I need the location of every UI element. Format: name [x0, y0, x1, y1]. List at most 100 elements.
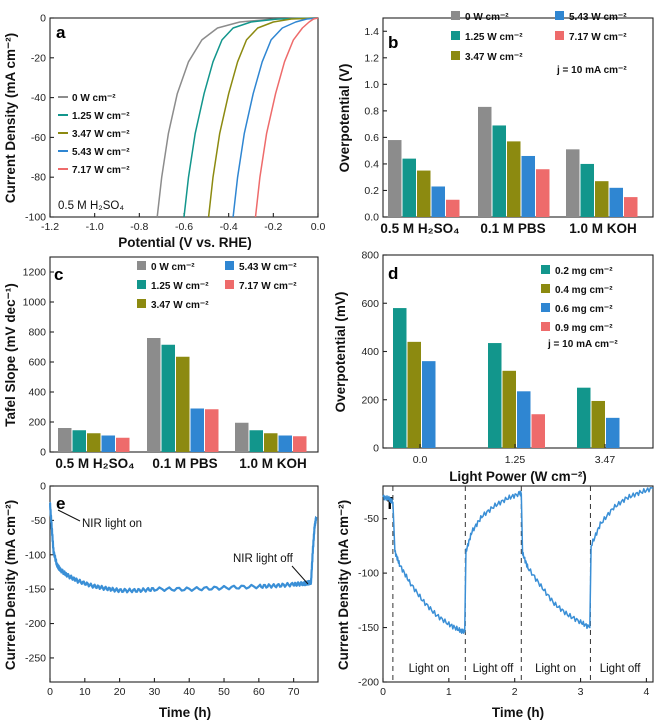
- x-axis-label: Light Power (W cm⁻²): [449, 469, 587, 484]
- y-axis-label: Current Density (mA cm⁻²): [3, 33, 18, 203]
- y-axis-label: Tafel Slope (mV dec⁻¹): [3, 283, 18, 426]
- annotation-arrow: [291, 565, 309, 585]
- legend-swatch: [555, 31, 564, 40]
- bar: [147, 338, 161, 452]
- y-tick-label: -50: [31, 515, 46, 527]
- bar: [624, 197, 638, 217]
- y-tick-label: 600: [361, 298, 379, 310]
- bar: [205, 409, 219, 452]
- x-tick-label: -1.0: [86, 221, 104, 233]
- x-tick-label: 40: [183, 686, 195, 698]
- y-tick-label: -150: [25, 584, 46, 596]
- bar: [507, 141, 521, 217]
- legend-label: 7.17 W cm⁻²: [239, 281, 297, 292]
- x-axis-label: Time (h): [159, 705, 211, 720]
- plot-frame: [382, 485, 654, 683]
- y-tick-label: -100: [358, 568, 379, 580]
- x-tick-label: 60: [253, 686, 265, 698]
- y-tick-label: -80: [31, 172, 46, 184]
- x-tick-label: 0: [47, 686, 53, 698]
- x-tick-label: -0.2: [264, 221, 282, 233]
- y-tick-label: -20: [31, 52, 46, 64]
- legend-label: 1.25 W cm⁻²: [465, 32, 523, 43]
- legend-label: 0.6 mg cm⁻²: [555, 304, 613, 315]
- x-axis-label: Time (h): [492, 705, 544, 720]
- y-tick-label: -100: [25, 549, 46, 561]
- y-tick-label: -60: [31, 132, 46, 144]
- x-tick-label: -0.6: [175, 221, 193, 233]
- bar: [580, 163, 594, 217]
- y-tick-label: 0.6: [364, 132, 379, 144]
- panel-letter: d: [388, 264, 398, 283]
- category-label: 0.5 M H₂SO₄: [55, 456, 134, 471]
- annotation-label: NIR light on: [82, 518, 142, 530]
- legend-swatch: [225, 261, 234, 270]
- bar: [407, 341, 421, 448]
- legend-swatch: [541, 284, 550, 293]
- region-label: Light on: [409, 663, 450, 675]
- category-label: 0.1 M PBS: [480, 221, 545, 236]
- bar: [176, 356, 190, 452]
- y-tick-label: 1200: [23, 267, 47, 279]
- category-label: 1.0 M KOH: [569, 221, 637, 236]
- series-line: [49, 502, 318, 594]
- annotation-label: 0.5 M H₂SO₄: [58, 200, 124, 212]
- bar: [293, 436, 307, 452]
- legend-swatch: [451, 51, 460, 60]
- x-tick-label: 3.47: [595, 454, 616, 466]
- bar: [521, 155, 535, 217]
- y-tick-label: 600: [28, 357, 46, 369]
- annotation-label: j = 10 mA cm⁻²: [556, 65, 627, 76]
- legend-swatch: [451, 11, 460, 20]
- y-tick-label: 200: [361, 394, 379, 406]
- y-tick-label: -50: [364, 513, 379, 525]
- y-tick-label: 0: [40, 447, 46, 459]
- bar: [388, 140, 402, 217]
- x-axis-label: Potential (V vs. RHE): [118, 235, 252, 250]
- legend-swatch: [451, 31, 460, 40]
- bar: [431, 186, 445, 217]
- series-line: [382, 487, 654, 634]
- legend-swatch: [225, 280, 234, 289]
- y-tick-label: 0: [373, 443, 379, 455]
- annotation-arrow: [57, 509, 81, 522]
- y-tick-label: 800: [361, 250, 379, 262]
- legend-swatch: [541, 303, 550, 312]
- legend-swatch: [555, 11, 564, 20]
- bar: [58, 428, 72, 452]
- region-label: Light on: [535, 663, 576, 675]
- legend-label: 0.2 mg cm⁻²: [555, 266, 613, 277]
- y-tick-label: 800: [28, 327, 46, 339]
- legend-label: 1.25 W cm⁻²: [72, 111, 130, 122]
- plot-frame: [49, 485, 319, 683]
- bar: [101, 435, 115, 452]
- bar: [536, 169, 550, 217]
- legend-label: 3.47 W cm⁻²: [151, 300, 209, 311]
- y-tick-label: 0.8: [364, 105, 379, 117]
- panel-letter: c: [54, 265, 63, 284]
- y-tick-label: 200: [28, 417, 46, 429]
- y-tick-label: 0.4: [364, 158, 379, 170]
- panel-letter: f: [387, 494, 393, 513]
- x-tick-label: 50: [218, 686, 230, 698]
- x-tick-label: 70: [288, 686, 300, 698]
- y-tick-label: -150: [358, 622, 379, 634]
- bar: [190, 408, 204, 452]
- y-tick-label: 1.2: [364, 52, 379, 64]
- region-label: Light off: [473, 663, 515, 675]
- legend-swatch: [137, 280, 146, 289]
- legend-swatch: [137, 261, 146, 270]
- bar: [531, 414, 545, 448]
- y-tick-label: 0.2: [364, 185, 379, 197]
- x-tick-label: 20: [114, 686, 126, 698]
- x-tick-label: 4: [643, 686, 649, 698]
- x-tick-label: 1: [446, 686, 452, 698]
- bar: [417, 170, 431, 217]
- x-tick-label: 3: [578, 686, 584, 698]
- y-tick-label: 400: [361, 346, 379, 358]
- panel-letter: b: [388, 33, 398, 52]
- series-line: [183, 17, 319, 218]
- legend-label: 3.47 W cm⁻²: [465, 52, 523, 63]
- x-tick-label: -0.8: [130, 221, 148, 233]
